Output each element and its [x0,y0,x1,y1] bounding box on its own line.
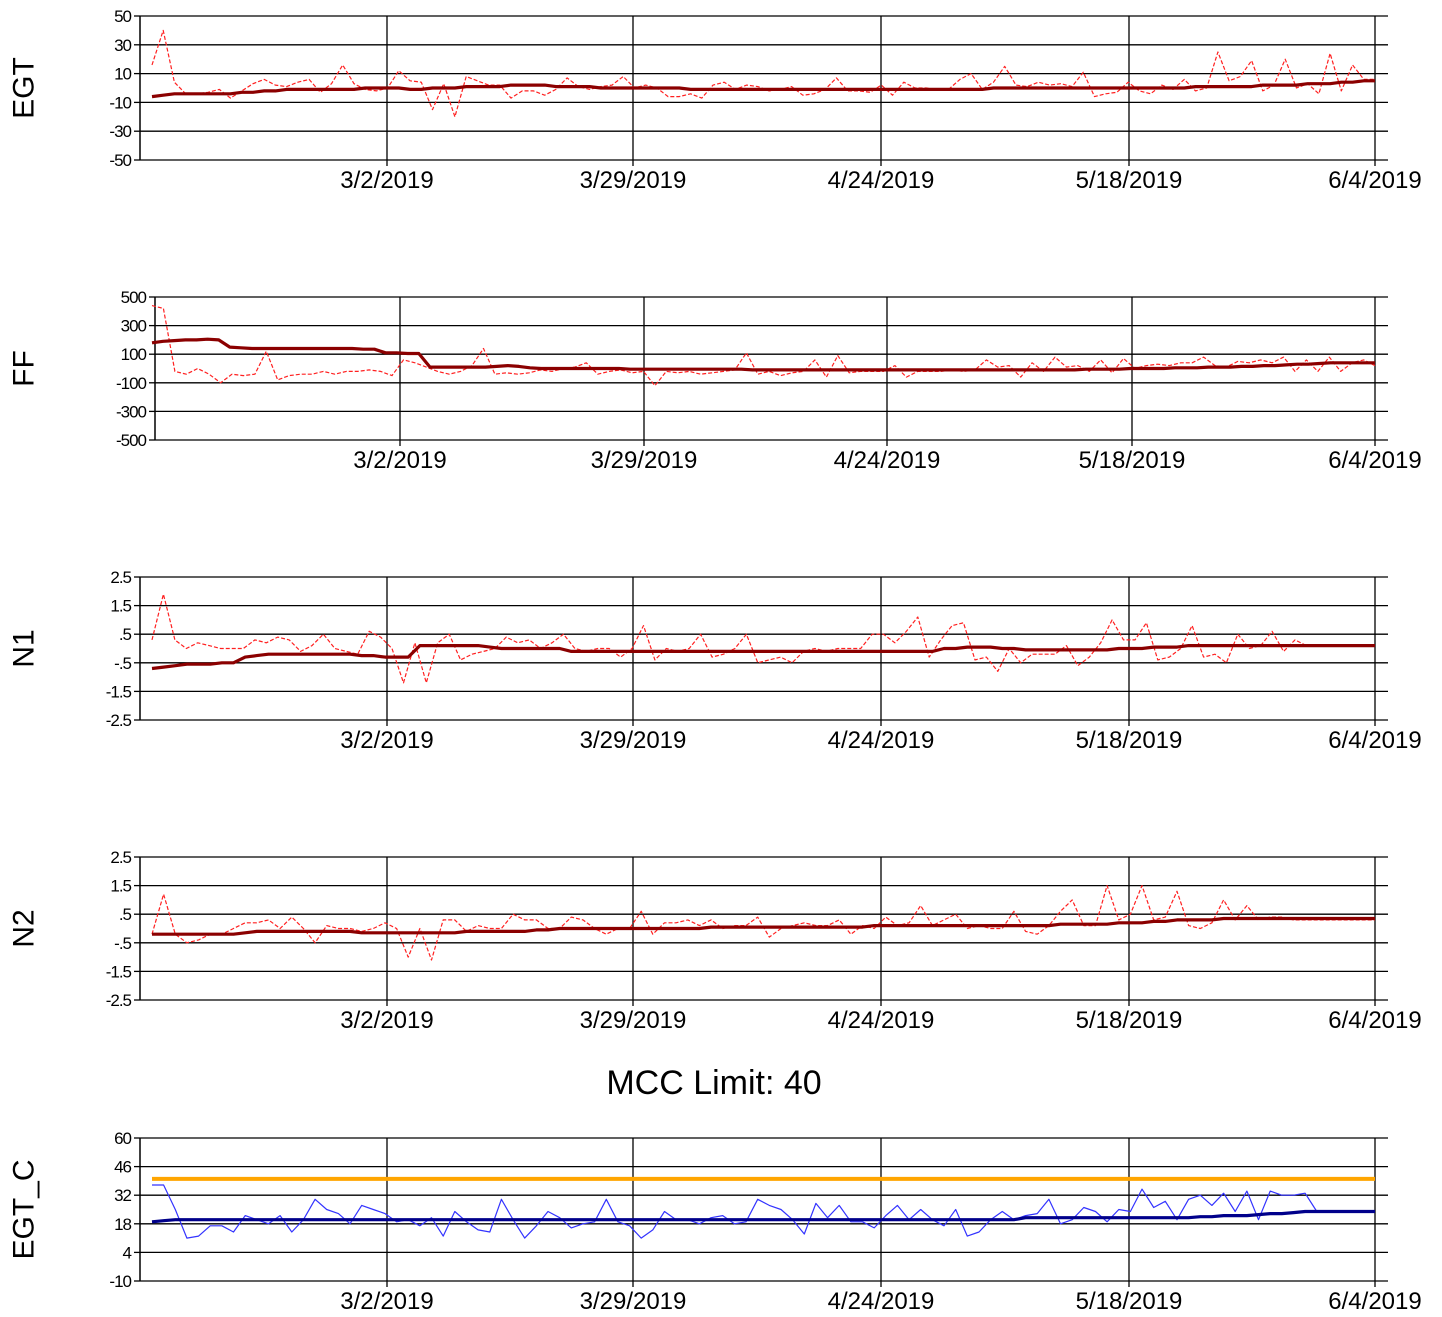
raw-line-egt_c [152,1184,1375,1239]
x-tick-label: 5/18/2019 [1076,1007,1183,1034]
y-tick-label: 2.5 [110,848,131,867]
chart-panel-n2: 2.5 1.5 .5 -.5 -1.5 -2.5 3/2/2019 3/29/2019 4/24… [8,848,1422,1034]
y-tick-label: .5 [119,625,132,644]
x-tick-label: 4/24/2019 [828,1007,935,1034]
chart-panel-egt_c: 60 46 32 18 4 -10 3/2/2019 3/29/2019 4/24/2019 5/… [8,1129,1422,1315]
y-tick-label: 1.5 [110,877,131,896]
x-tick-label: 6/4/2019 [1328,727,1421,754]
y-axis-label: EGT_C [8,1159,41,1259]
x-tick-label: 3/2/2019 [340,1007,433,1034]
y-tick-label: .5 [119,905,132,924]
chart-panel-ff: 500 300 100 -100 -300 -500 3/2/2019 3/29/2019 4/… [8,288,1422,474]
chart-panel-n1: 2.5 1.5 .5 -.5 -1.5 -2.5 3/2/2019 3/29/2019 4/24… [8,568,1422,754]
x-tick-label: 4/24/2019 [828,727,935,754]
y-tick-label: 30 [114,36,131,55]
trend-line-ff [151,337,1375,372]
x-tick-label: 4/24/2019 [828,167,935,194]
y-tick-label: -100 [116,374,147,393]
y-tick-label: -500 [116,431,147,450]
y-axis-label: FF [8,350,41,387]
y-tick-label: 100 [121,345,147,364]
x-tick-label: 6/4/2019 [1328,447,1421,474]
y-tick-label: 46 [114,1158,131,1177]
y-tick-label: 500 [121,288,147,307]
x-tick-label: 3/29/2019 [591,447,698,474]
x-tick-label: 4/24/2019 [834,447,941,474]
x-tick-label: 5/18/2019 [1076,1288,1183,1315]
y-tick-label: 50 [114,7,131,26]
chart-panel-egt: 50 30 10 -10 -30 -50 3/2/2019 3/29/2019 4/24/201… [8,7,1422,194]
x-tick-label: 3/29/2019 [580,1288,687,1315]
y-tick-label: -30 [109,122,131,141]
x-tick-label: 5/18/2019 [1076,727,1183,754]
raw-line-n2 [151,884,1375,961]
x-tick-label: 6/4/2019 [1328,167,1421,194]
x-tick-label: 3/2/2019 [353,447,446,474]
y-axis-label: N2 [8,909,41,947]
y-axis-label: EGT [8,57,41,119]
y-tick-label: 2.5 [110,568,131,587]
x-tick-label: 3/2/2019 [340,167,433,194]
y-tick-label: 1.5 [110,597,131,616]
x-tick-label: 6/4/2019 [1328,1007,1421,1034]
mcc-limit-title: MCC Limit: 40 [606,1064,822,1102]
y-tick-label: -2.5 [106,991,132,1010]
y-tick-label: -1.5 [106,682,132,701]
raw-line-n1 [151,593,1375,684]
y-tick-label: -1.5 [106,962,132,981]
x-tick-label: 3/2/2019 [340,727,433,754]
y-tick-label: -50 [109,151,131,170]
y-tick-label: 60 [114,1129,131,1148]
trend-line-n2 [152,916,1375,936]
y-tick-label: -.5 [114,654,131,673]
x-tick-label: 5/18/2019 [1079,447,1186,474]
y-tick-label: -.5 [114,934,131,953]
y-tick-label: -10 [109,93,131,112]
raw-line-ff [151,305,1376,387]
x-tick-label: 6/4/2019 [1328,1288,1421,1315]
y-tick-label: 300 [121,317,147,336]
trend-line-egt [151,79,1375,99]
x-tick-label: 3/29/2019 [580,727,687,754]
y-tick-label: 4 [123,1243,132,1262]
x-tick-label: 4/24/2019 [828,1288,935,1315]
y-axis-label: N1 [8,629,41,667]
y-tick-label: 32 [114,1186,131,1205]
x-tick-label: 3/29/2019 [580,1007,687,1034]
y-tick-label: 10 [114,65,131,84]
y-tick-label: -300 [116,402,147,421]
x-tick-label: 5/18/2019 [1076,167,1183,194]
y-tick-label: -2.5 [106,711,132,730]
trend-line-n1 [151,643,1375,671]
trend-line-egt_c [151,1209,1375,1224]
x-tick-label: 3/29/2019 [580,167,687,194]
y-tick-label: -10 [109,1272,131,1291]
y-tick-label: 18 [114,1215,131,1234]
x-tick-label: 3/2/2019 [340,1288,433,1315]
